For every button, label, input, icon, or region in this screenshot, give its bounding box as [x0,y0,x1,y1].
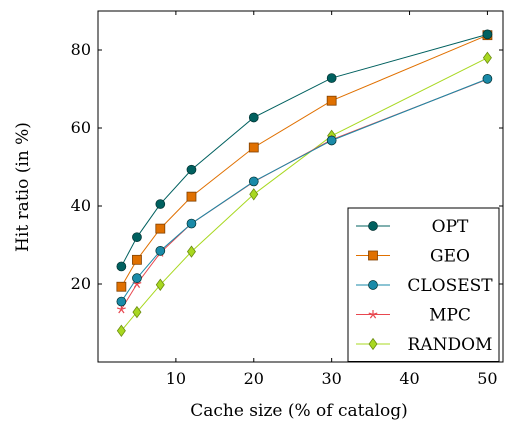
legend-label: MPC [429,306,471,326]
plot-frame [97,10,504,363]
data-point-opt [248,112,259,123]
x-tick-label: 40 [399,369,419,388]
series-random [116,51,492,337]
y-tick-label: 80 [71,40,91,59]
data-point-opt [116,261,127,272]
data-point-opt [132,232,142,243]
series-layer [116,29,493,337]
legend-marker [368,280,378,290]
series-opt [116,29,493,272]
data-point-mpc [116,304,126,314]
x-tick-label: 10 [166,369,186,388]
legend-label: OPT [432,217,469,237]
legend-marker [368,250,378,261]
data-point-random [116,324,126,337]
data-point-geo [116,281,127,292]
legend-label: CLOSEST [407,276,493,296]
legend-item-mpc: MPC [356,306,471,326]
x-tick-label: 30 [321,369,341,388]
data-point-closest [248,176,259,187]
series-closest [116,74,493,307]
legend: OPT GEO CLOSEST MPC RANDOM [347,207,500,362]
data-point-closest [482,74,493,84]
legend-marker [368,221,378,231]
data-point-opt [482,29,493,40]
y-tick-label: 20 [71,274,91,293]
data-point-geo [326,95,337,106]
data-point-closest [116,296,127,307]
data-point-closest [132,273,142,283]
x-axis-title: Cache size (% of catalog) [190,401,408,421]
x-tick-label: 20 [244,369,264,388]
data-point-geo [186,191,197,202]
legend-item-random: RANDOM [356,335,492,355]
data-point-opt [155,199,166,209]
data-point-geo [155,223,166,234]
y-tick-label: 40 [71,196,91,215]
legend-item-closest: CLOSEST [356,276,493,296]
legend-label: RANDOM [408,335,493,355]
data-point-geo [248,142,259,153]
data-point-opt [326,73,337,83]
legend-marker [368,337,378,351]
y-tick-label: 60 [71,118,91,137]
data-point-random [249,188,259,201]
axes: 10 20 30 40 50 20 40 60 80 [71,10,504,388]
data-point-opt [186,164,197,175]
data-point-random [482,51,492,64]
data-point-geo [132,254,142,265]
data-point-closest [186,218,197,229]
data-point-closest [326,135,337,146]
legend-marker [368,310,378,319]
data-point-random [132,305,142,319]
x-tick-label: 50 [477,369,497,388]
legend-item-geo: GEO [356,247,470,267]
data-point-random [186,245,196,258]
data-point-random [155,278,165,291]
legend-item-opt: OPT [356,217,469,237]
legend-label: GEO [430,247,470,267]
data-point-closest [155,246,166,256]
y-axis-title: Hit ratio (in %) [13,122,33,252]
